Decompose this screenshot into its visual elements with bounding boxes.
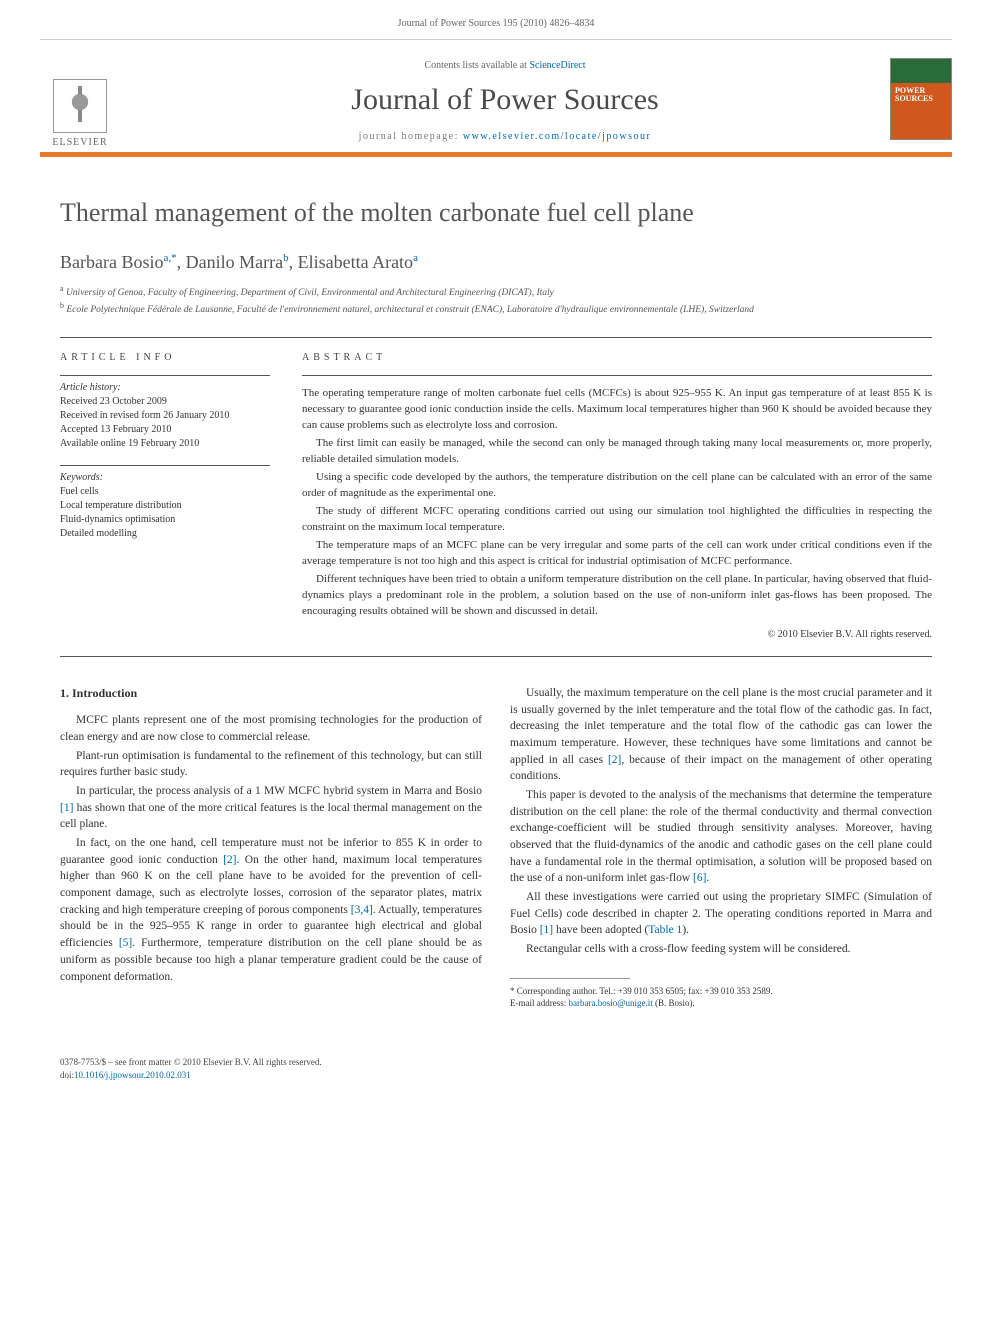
- ref-link-2b[interactable]: [2]: [608, 754, 621, 766]
- email-tail: (B. Bosio).: [653, 998, 695, 1008]
- corresponding-author-footnote: * Corresponding author. Tel.: +39 010 35…: [510, 985, 932, 1010]
- history-received: Received 23 October 2009: [60, 395, 270, 409]
- abstract-body: The operating temperature range of molte…: [302, 375, 932, 642]
- divider: [60, 656, 932, 657]
- sciencedirect-link[interactable]: ScienceDirect: [529, 60, 585, 71]
- corr-author-line: * Corresponding author. Tel.: +39 010 35…: [510, 985, 932, 998]
- body-text: 1. Introduction MCFC plants represent on…: [60, 685, 932, 1010]
- ref-link-2[interactable]: [2]: [223, 854, 236, 866]
- article-info-column: ARTICLE INFO Article history: Received 2…: [60, 352, 270, 642]
- section-1-heading: 1. Introduction: [60, 685, 482, 702]
- abstract-p3: Using a specific code developed by the a…: [302, 470, 932, 502]
- issn-line: 0378-7753/$ – see front matter © 2010 El…: [60, 1056, 932, 1069]
- affil-a: University of Genoa, Faculty of Engineer…: [66, 288, 554, 298]
- abstract-p6: Different techniques have been tried to …: [302, 572, 932, 620]
- history-online: Available online 19 February 2010: [60, 437, 270, 451]
- email-label: E-mail address:: [510, 998, 568, 1008]
- affil-b: Ecole Polytechnique Fédérale de Lausanne…: [66, 305, 753, 315]
- contents-line: Contents lists available at ScienceDirec…: [130, 60, 880, 71]
- affil-a-sup: a: [60, 284, 64, 293]
- elsevier-tree-icon: [53, 79, 107, 133]
- journal-title: Journal of Power Sources: [130, 83, 880, 117]
- doi-link[interactable]: 10.1016/j.jpowsour.2010.02.031: [74, 1070, 191, 1080]
- keyword-2: Local temperature distribution: [60, 499, 270, 513]
- abstract-heading: ABSTRACT: [302, 352, 932, 363]
- author-1-affil: a,: [163, 252, 171, 264]
- abstract-column: ABSTRACT The operating temperature range…: [302, 352, 932, 642]
- body-p2: Plant-run optimisation is fundamental to…: [60, 748, 482, 781]
- ref-link-6[interactable]: [6]: [693, 872, 706, 884]
- author-2: Danilo Marra: [186, 252, 283, 272]
- ref-link-1b[interactable]: [1]: [540, 924, 553, 936]
- keywords-block: Keywords: Fuel cells Local temperature d…: [60, 465, 270, 541]
- divider: [60, 337, 932, 338]
- history-accepted: Accepted 13 February 2010: [60, 423, 270, 437]
- history-label: Article history:: [60, 382, 270, 393]
- author-3: Elisabetta Arato: [298, 252, 413, 272]
- bottom-metadata: 0378-7753/$ – see front matter © 2010 El…: [0, 1040, 992, 1105]
- corresponding-star-icon: *: [171, 252, 177, 264]
- homepage-prefix: journal homepage:: [359, 131, 463, 142]
- ref-link-1[interactable]: [1]: [60, 802, 73, 814]
- publisher-logo: ELSEVIER: [40, 54, 120, 152]
- body-p1: MCFC plants represent one of the most pr…: [60, 712, 482, 745]
- journal-cover-thumbnail: [890, 58, 952, 140]
- homepage-line: journal homepage: www.elsevier.com/locat…: [130, 131, 880, 142]
- author-list: Barbara Bosioa,*, Danilo Marrab, Elisabe…: [60, 252, 932, 273]
- keywords-label: Keywords:: [60, 472, 270, 483]
- abstract-p4: The study of different MCFC operating co…: [302, 504, 932, 536]
- footnote-separator: [510, 978, 630, 979]
- abstract-p5: The temperature maps of an MCFC plane ca…: [302, 538, 932, 570]
- keyword-3: Fluid-dynamics optimisation: [60, 513, 270, 527]
- keyword-1: Fuel cells: [60, 485, 270, 499]
- keyword-4: Detailed modelling: [60, 527, 270, 541]
- affil-b-sup: b: [60, 301, 64, 310]
- copyright-line: © 2010 Elsevier B.V. All rights reserved…: [302, 628, 932, 643]
- homepage-link[interactable]: www.elsevier.com/locate/jpowsour: [463, 131, 651, 142]
- body-p9: Rectangular cells with a cross-flow feed…: [510, 941, 932, 958]
- publisher-name: ELSEVIER: [52, 137, 107, 148]
- author-1: Barbara Bosio: [60, 252, 163, 272]
- masthead: ELSEVIER Contents lists available at Sci…: [40, 39, 952, 152]
- body-p4: In fact, on the one hand, cell temperatu…: [60, 835, 482, 985]
- body-p8: All these investigations were carried ou…: [510, 889, 932, 939]
- ref-link-5[interactable]: [5]: [119, 937, 132, 949]
- body-p3: In particular, the process analysis of a…: [60, 783, 482, 833]
- article-info-heading: ARTICLE INFO: [60, 352, 270, 363]
- article-title: Thermal management of the molten carbona…: [60, 197, 932, 230]
- running-head: Journal of Power Sources 195 (2010) 4826…: [0, 0, 992, 39]
- affiliations: a University of Genoa, Faculty of Engine…: [60, 283, 932, 318]
- body-p7: This paper is devoted to the analysis of…: [510, 787, 932, 887]
- ref-link-34[interactable]: [3,4]: [351, 904, 373, 916]
- body-p6: Usually, the maximum temperature on the …: [510, 685, 932, 785]
- email-link[interactable]: barbara.bosio@unige.it: [568, 998, 652, 1008]
- author-2-affil: b: [283, 252, 289, 264]
- history-revised: Received in revised form 26 January 2010: [60, 409, 270, 423]
- doi-label: doi:: [60, 1070, 74, 1080]
- article-history-block: Article history: Received 23 October 200…: [60, 375, 270, 451]
- abstract-p2: The first limit can easily be managed, w…: [302, 436, 932, 468]
- author-3-affil: a: [413, 252, 418, 264]
- abstract-p1: The operating temperature range of molte…: [302, 386, 932, 434]
- table-1-link[interactable]: Table 1: [648, 924, 682, 936]
- contents-prefix: Contents lists available at: [424, 60, 529, 71]
